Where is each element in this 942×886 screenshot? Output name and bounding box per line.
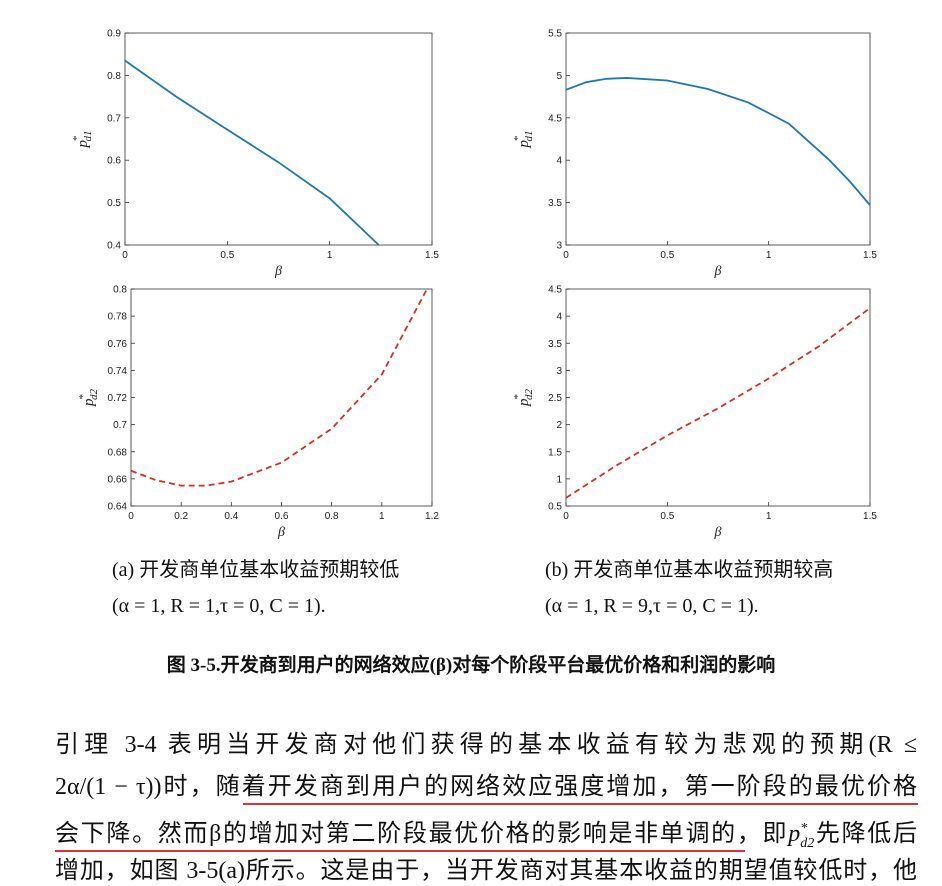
x-tick-label: 1 bbox=[327, 250, 333, 261]
math-sub: d2 bbox=[800, 835, 815, 851]
x-tick-label: 0 bbox=[122, 250, 128, 261]
text-line: 增加，如图 3-5(a)所示。这是由于，当开发商对其基本收益的期望值较低时，他 bbox=[55, 858, 917, 884]
y-tick-label: 0.66 bbox=[108, 474, 128, 485]
y-tick-label: 1 bbox=[556, 474, 562, 485]
caption-title: (b) 开发商单位基本收益预期较高 bbox=[545, 559, 834, 581]
x-tick-label: 1.5 bbox=[425, 250, 439, 261]
y-tick-label: 0.5 bbox=[107, 198, 121, 209]
y-tick-label: 0.9 bbox=[107, 29, 121, 40]
y-label-sup: * bbox=[512, 394, 524, 400]
caption-title: (a) 开发商单位基本收益预期较低 bbox=[112, 559, 400, 581]
y-label-sub: d2 bbox=[88, 389, 100, 401]
line bbox=[130, 288, 428, 487]
y-tick-label: 3 bbox=[556, 366, 562, 377]
x-tick-label: 0.5 bbox=[660, 250, 674, 261]
figure: 0.40.50.60.70.80.90 0.5 1 1.5βp*d133.544.55… bbox=[71, 29, 877, 541]
math-base: p bbox=[788, 821, 801, 847]
x-tick-label: 1 bbox=[766, 511, 772, 522]
y-axis-label: p*d2 bbox=[77, 389, 100, 408]
y-tick-label: 0.5 bbox=[548, 502, 562, 513]
underline bbox=[55, 850, 745, 852]
y-tick-label: 4.5 bbox=[548, 285, 562, 296]
y-label-sub: d2 bbox=[523, 389, 535, 401]
y-axis-label: p*d1 bbox=[71, 131, 94, 149]
y-axis-label: p*d1 bbox=[512, 131, 535, 149]
y-tick-label: 0.68 bbox=[108, 447, 128, 458]
y-label-base: p bbox=[516, 140, 532, 149]
text: 会下降。然而β的增加对第二阶段最优价格的影响是非单调的，即 bbox=[55, 821, 789, 847]
x-tick-label: 0 bbox=[563, 511, 569, 522]
y-label-base: p bbox=[516, 398, 532, 407]
caption-params: (α = 1, R = 1,τ = 0, C = 1). bbox=[112, 595, 326, 617]
y-tick-label: 0.8 bbox=[113, 285, 127, 296]
text: 先降低后 bbox=[814, 821, 917, 847]
y-tick-label: 2 bbox=[556, 420, 562, 431]
y-tick-label: 0.78 bbox=[108, 312, 128, 323]
line bbox=[565, 307, 871, 499]
y-tick-label: 2.5 bbox=[548, 393, 562, 404]
y-tick-label: 3.5 bbox=[548, 339, 562, 350]
x-tick-label: 0.5 bbox=[660, 511, 674, 522]
x-tick-label: 0.4 bbox=[224, 511, 238, 522]
axes-box bbox=[130, 288, 433, 507]
y-label-sup: * bbox=[512, 136, 524, 142]
underline bbox=[243, 803, 918, 805]
y-tick-label: 0.72 bbox=[108, 393, 128, 404]
y-tick-label: 5 bbox=[556, 71, 562, 82]
x-tick-label: 1.5 bbox=[863, 250, 877, 261]
math-sup: * bbox=[800, 821, 808, 836]
y-tick-label: 0.74 bbox=[108, 366, 128, 377]
x-tick-label: 1.2 bbox=[425, 511, 439, 522]
y-axis-label: p*d2 bbox=[512, 389, 535, 408]
y-label-sup: * bbox=[77, 394, 89, 400]
axes-box bbox=[124, 32, 433, 246]
line bbox=[565, 77, 871, 206]
figure-title: 图 3-5.开发商到用户的网络效应(β)对每个阶段平台最优价格和利润的影响 bbox=[166, 655, 776, 676]
y-tick-label: 4.5 bbox=[548, 113, 562, 124]
axes-box bbox=[565, 32, 871, 246]
x-tick-label: 0.2 bbox=[174, 511, 188, 522]
x-axis-label: β bbox=[274, 264, 282, 279]
y-tick-label: 0.6 bbox=[107, 156, 121, 167]
y-label-base: p bbox=[81, 398, 97, 407]
y-tick-label: 0.7 bbox=[107, 113, 121, 124]
line bbox=[124, 59, 380, 246]
x-axis-label: β bbox=[714, 264, 722, 279]
axes-box bbox=[565, 288, 871, 507]
y-tick-label: 0.76 bbox=[108, 339, 128, 350]
caption-a: (a) 开发商单位基本收益预期较低 (α = 1, R = 1,τ = 0, C… bbox=[112, 557, 399, 619]
x-tick-label: 0 bbox=[128, 511, 134, 522]
y-tick-label: 1.5 bbox=[548, 447, 562, 458]
text-line: 2α/(1 − τ))时，随着开发商到用户的网络效应强度增加，第一阶段的最优价格 bbox=[55, 774, 917, 800]
x-axis-label: β bbox=[714, 525, 722, 540]
y-label-sub: d1 bbox=[82, 131, 94, 142]
caption-b: (b) 开发商单位基本收益预期较高 (α = 1, R = 9,τ = 0, C… bbox=[545, 557, 833, 619]
x-axis-label: β bbox=[277, 525, 285, 540]
x-tick-label: 0.5 bbox=[220, 250, 234, 261]
text-line: 会下降。然而β的增加对第二阶段最优价格的影响是非单调的，即p*d2先降低后 bbox=[55, 814, 917, 859]
text-line: 引理 3-4 表明当开发商对他们获得的基本收益有较为悲观的预期(R ≤ bbox=[55, 732, 917, 758]
caption-params: (α = 1, R = 9,τ = 0, C = 1). bbox=[545, 595, 759, 617]
x-tick-label: 1 bbox=[379, 511, 385, 522]
x-tick-label: 0.6 bbox=[275, 511, 289, 522]
y-tick-label: 0.64 bbox=[108, 502, 128, 513]
y-tick-label: 4 bbox=[556, 156, 562, 167]
y-label-base: p bbox=[75, 140, 91, 149]
y-tick-label: 0.7 bbox=[113, 420, 127, 431]
math: p*d2 bbox=[788, 821, 814, 851]
y-tick-label: 5.5 bbox=[548, 29, 562, 40]
x-tick-label: 1.5 bbox=[863, 511, 877, 522]
x-tick-label: 0 bbox=[563, 250, 569, 261]
y-tick-label: 3.5 bbox=[548, 198, 562, 209]
x-tick-label: 1 bbox=[766, 250, 772, 261]
y-label-sub: d1 bbox=[523, 131, 535, 142]
y-tick-label: 4 bbox=[556, 312, 562, 323]
y-tick-label: 0.4 bbox=[107, 241, 121, 252]
y-tick-label: 3 bbox=[556, 241, 562, 252]
x-tick-label: 0.8 bbox=[325, 511, 339, 522]
y-label-sup: * bbox=[71, 136, 83, 142]
y-tick-label: 0.8 bbox=[107, 71, 121, 82]
